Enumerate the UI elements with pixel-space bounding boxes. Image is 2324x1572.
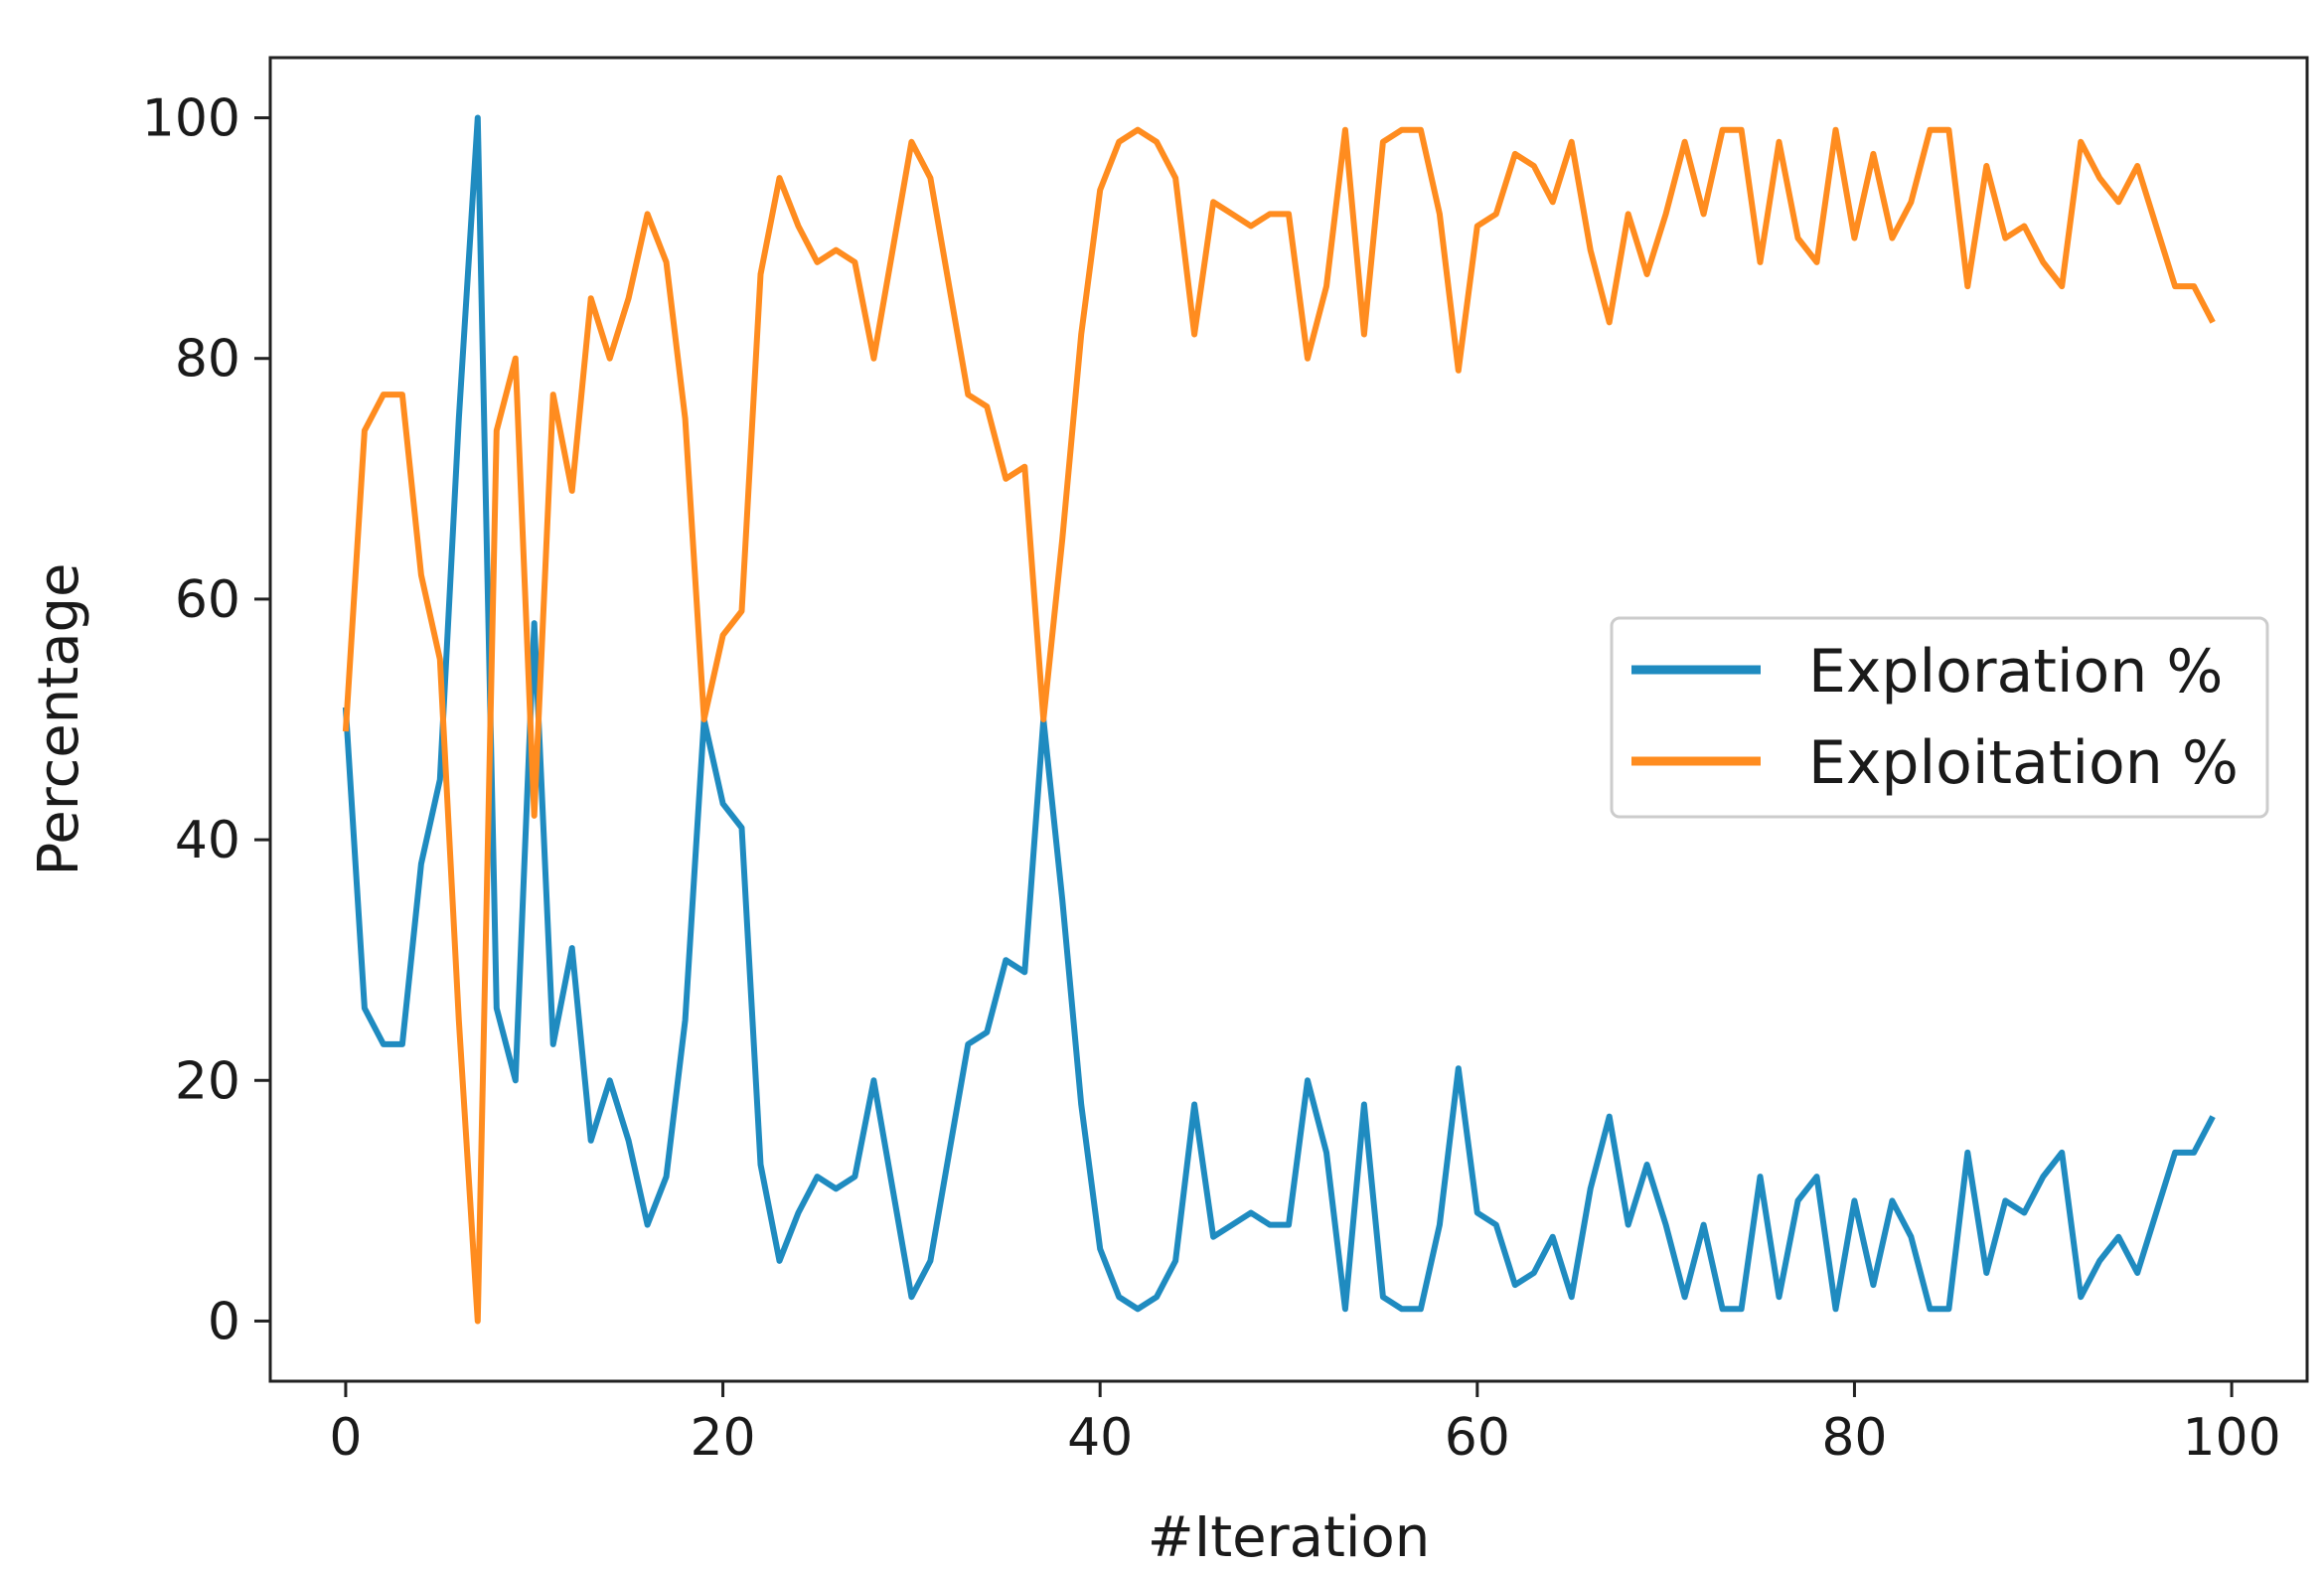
y-tick-label: 100 <box>142 89 240 149</box>
legend-label-exploration: Exploration % <box>1808 637 2223 707</box>
x-tick-label: 0 <box>329 1408 362 1468</box>
x-tick-label: 20 <box>690 1408 755 1468</box>
legend-label-exploitation: Exploitation % <box>1808 728 2239 798</box>
x-axis: 0 20 40 60 80 100 <box>329 1381 2281 1468</box>
series-line-exploitation <box>342 126 2216 1325</box>
legend-box <box>1610 616 2269 819</box>
y-axis: 0 20 40 60 80 100 <box>142 89 270 1351</box>
y-axis-label: Percentage <box>27 562 91 875</box>
series-line-exploration <box>342 114 2216 1313</box>
plot-area-frame <box>268 56 2309 1383</box>
x-tick-label: 40 <box>1067 1408 1133 1468</box>
y-tick-label: 80 <box>175 330 240 390</box>
x-tick-label: 80 <box>1821 1408 1887 1468</box>
x-axis-label: #Iteration <box>1148 1505 1430 1570</box>
legend: Exploration % Exploitation % <box>1610 616 2269 819</box>
y-tick-label: 60 <box>175 570 240 630</box>
x-tick-label: 60 <box>1445 1408 1510 1468</box>
y-tick-label: 40 <box>175 811 240 870</box>
y-tick-label: 20 <box>175 1051 240 1111</box>
series-layer <box>342 114 2216 1325</box>
x-tick-label: 100 <box>2182 1408 2280 1468</box>
y-tick-label: 0 <box>208 1292 240 1351</box>
